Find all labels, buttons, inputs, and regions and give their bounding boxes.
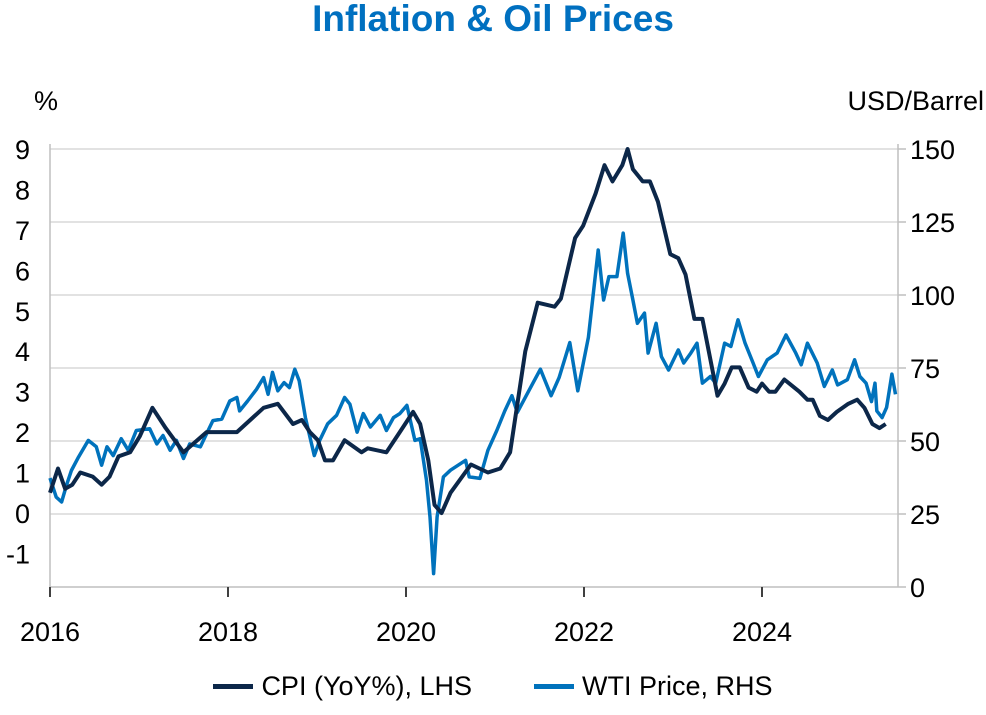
right-tick-label: 150 [910,135,955,165]
axes: 0 25 50 75 100 125 150 -1 0 1 2 3 4 5 6 7 8 9 2016 2018 2020… [6,135,955,647]
right-tick-label: 125 [910,208,955,238]
gridlines [50,148,898,515]
left-tick-label: 1 [15,459,30,489]
left-tick-label: 6 [15,256,30,286]
legend-label-wti: WTI Price, RHS [582,671,773,701]
right-tick-label: 25 [910,500,940,530]
x-tick-label: 2024 [732,617,792,647]
legend-swatch-wti [534,684,575,689]
left-tick-label: -1 [6,539,30,569]
x-tick-label: 2018 [198,617,258,647]
series-lines [48,147,898,576]
chart-title: Inflation & Oil Prices [312,0,674,39]
right-tick-label: 75 [910,354,940,384]
left-tick-label: 8 [15,175,30,205]
wti-series-line [48,231,898,576]
left-tick-label: 2 [15,418,30,448]
x-tick-label: 2022 [554,617,614,647]
left-tick-label: 4 [15,337,30,367]
legend: CPI (YoY%), LHS WTI Price, RHS [0,671,986,702]
right-axis-label: USD/Barrel [847,86,984,116]
x-tick-label: 2020 [376,617,436,647]
left-tick-label: 9 [15,135,30,165]
left-tick-label: 5 [15,297,30,327]
x-tick-label: 2016 [20,617,80,647]
right-tick-label: 100 [910,281,955,311]
legend-item-cpi: CPI (YoY%), LHS [213,671,472,702]
left-tick-label: 3 [15,378,30,408]
left-tick-label: 0 [15,499,30,529]
legend-item-wti: WTI Price, RHS [534,671,773,702]
right-tick-label: 50 [910,427,940,457]
left-tick-label: 7 [15,216,30,246]
cpi-series-line [48,147,887,515]
legend-label-cpi: CPI (YoY%), LHS [261,671,473,701]
left-axis-label: % [34,86,58,116]
legend-swatch-cpi [213,684,254,689]
right-tick-label: 0 [910,573,925,603]
